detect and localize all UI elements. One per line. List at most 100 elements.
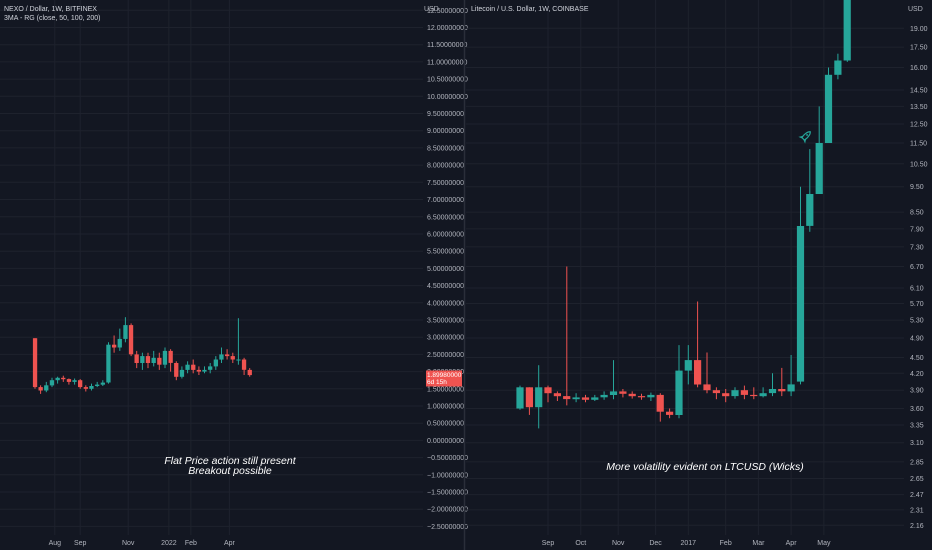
candle-body [628, 393, 636, 397]
annotation-text: Flat Price action still present [164, 455, 296, 467]
time-tick-label: Nov [612, 540, 625, 547]
price-axis[interactable]: 12.50000000 12.00000000 11.50000000 11.0000… [423, 0, 468, 550]
price-tick-label: 8.00000000 [427, 163, 464, 170]
candle [213, 356, 218, 370]
candle [162, 347, 168, 369]
price-tick-label: 3.10 [910, 440, 924, 447]
candle-body [162, 350, 168, 365]
candle-body [815, 143, 823, 194]
candle-body [544, 387, 552, 394]
candle-body [666, 411, 674, 415]
candle [117, 328, 122, 351]
time-tick-label: 2022 [161, 540, 177, 547]
rocket-window [806, 134, 808, 136]
price-tick-label: −1.00000000 [427, 472, 468, 479]
candle-body [89, 386, 94, 389]
candle [563, 266, 571, 406]
price-tick-label: 17.50 [910, 45, 928, 52]
candle [83, 385, 88, 392]
price-tick-label: 5.70 [910, 301, 924, 308]
candle [535, 365, 543, 429]
price-tick-label: 5.30 [910, 318, 924, 325]
price-tick-label: 2.47 [910, 492, 924, 499]
price-tick-label: 9.50 [910, 184, 924, 191]
last-price-value: 1.89980000 [427, 372, 462, 379]
price-tick-label: 7.50000000 [427, 180, 464, 187]
candle [824, 67, 833, 143]
axis-unit-label: USD [424, 6, 439, 13]
candle [675, 345, 683, 419]
candle-body [525, 387, 533, 408]
candle [106, 342, 111, 384]
candle [750, 387, 758, 400]
candle-body [236, 359, 241, 361]
candle-body [44, 385, 49, 391]
bar-countdown: 6d 15h [427, 379, 447, 386]
candle-body [572, 397, 580, 400]
candle [157, 352, 162, 370]
candle [168, 349, 173, 372]
candle-body [600, 394, 608, 398]
candle [208, 363, 213, 374]
price-tick-label: 2.16 [910, 523, 924, 530]
chart-panel-1: 12.50000000 12.00000000 11.50000000 11.0000… [0, 0, 469, 550]
price-tick-label: 5.00000000 [427, 266, 464, 273]
price-tick-label: 2.85 [910, 459, 924, 466]
candle [179, 366, 185, 379]
price-tick-label: 7.90 [910, 226, 924, 233]
candles [516, 0, 851, 429]
candle [123, 317, 128, 343]
candle-body [647, 394, 655, 398]
time-tick-label: Apr [224, 540, 236, 547]
time-tick-label: Mar [752, 540, 765, 547]
price-tick-label: 4.90 [910, 336, 924, 343]
time-tick-label: Dec [649, 540, 662, 547]
candle [609, 360, 618, 400]
candle-body [100, 382, 105, 385]
candle [740, 385, 748, 400]
rocket-body [801, 131, 811, 141]
time-tick-label: May [817, 540, 831, 547]
candle-body [185, 364, 190, 370]
candle [236, 318, 241, 365]
price-tick-label: 4.20 [910, 371, 924, 378]
candle [666, 408, 674, 419]
candles [32, 317, 252, 394]
candle [647, 392, 655, 401]
candle [694, 301, 702, 388]
candle [787, 355, 795, 397]
candle [230, 352, 235, 363]
candle [32, 338, 38, 389]
candle [247, 368, 252, 377]
time-tick-label: Sep [74, 540, 87, 547]
candle [61, 375, 66, 382]
candle-body [731, 390, 739, 397]
candle [768, 373, 777, 397]
price-axis[interactable]: 19.00 17.50 16.00 14.50 13.50 12.50 11.50 10.50… [904, 0, 932, 550]
candle-body [787, 384, 795, 392]
candle-body [563, 396, 571, 400]
candle [112, 335, 117, 353]
candle-body [516, 387, 524, 409]
candle-body [768, 389, 777, 394]
candle-body [128, 325, 134, 355]
candle-body [241, 359, 247, 370]
candle [600, 391, 608, 400]
candle-body [117, 338, 122, 348]
candle-body [535, 387, 543, 408]
candle [544, 385, 552, 403]
price-tick-label: 11.50000000 [427, 42, 467, 49]
candle [703, 352, 711, 394]
candle [174, 361, 179, 381]
candle-body [145, 356, 151, 363]
candle-body [95, 384, 100, 386]
candle-body [824, 74, 833, 143]
candle-body [49, 380, 55, 386]
price-tick-label: 1.00000000 [427, 404, 464, 411]
price-tick-label: 0.00000000 [427, 438, 464, 445]
price-tick-label: 13.50 [910, 104, 928, 111]
candle [637, 393, 646, 400]
price-axis-background [423, 0, 463, 550]
